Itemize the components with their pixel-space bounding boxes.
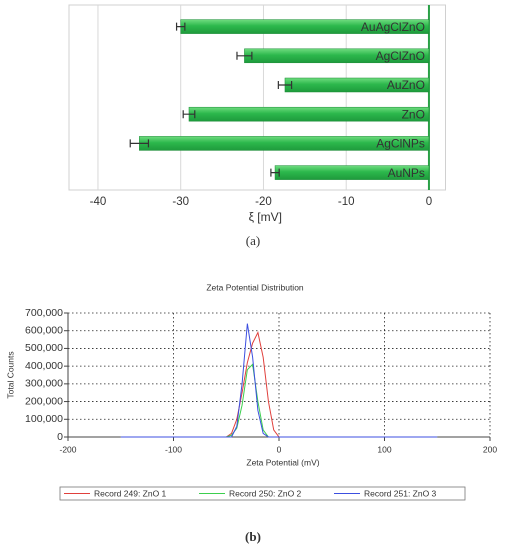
x-tick-label: 100 xyxy=(377,444,391,454)
x-tick-label: -200 xyxy=(59,444,76,454)
y-tick-label: 700,000 xyxy=(25,307,63,319)
chart-title: Zeta Potential Distribution xyxy=(206,282,304,292)
error-bar xyxy=(182,110,196,119)
bar-label: AuZnO xyxy=(387,78,425,92)
bar xyxy=(188,106,430,122)
error-bar xyxy=(175,22,186,31)
y-tick-label: 500,000 xyxy=(25,342,63,354)
legend-label: Record 249: ZnO 1 xyxy=(94,488,167,498)
error-bar xyxy=(277,81,293,89)
y-tick-label: 400,000 xyxy=(25,360,63,372)
bar-label: ZnO xyxy=(402,107,425,121)
x-tick-label: -30 xyxy=(172,196,189,208)
x-axis-label: Zeta Potential (mV) xyxy=(246,457,319,467)
x-tick-label: 0 xyxy=(426,196,432,208)
bar-label: AgClNPs xyxy=(376,137,425,151)
plot-frame xyxy=(68,4,446,191)
legend-label: Record 250: ZnO 2 xyxy=(229,488,302,498)
series-line xyxy=(120,323,438,438)
error-bar xyxy=(129,139,150,148)
y-tick-label: 200,000 xyxy=(25,395,63,407)
bar-label: AgClZnO xyxy=(376,49,425,63)
x-tick-label: -20 xyxy=(255,196,272,208)
x-tick-label: -40 xyxy=(90,196,107,208)
x-tick-label: -10 xyxy=(338,196,355,208)
legend-label: Record 251: ZnO 3 xyxy=(364,488,437,498)
x-tick-label: 0 xyxy=(277,444,282,454)
caption: (b) xyxy=(245,529,261,544)
legend-box xyxy=(59,486,466,501)
error-bar xyxy=(270,168,280,177)
y-axis-label: Total Counts xyxy=(5,351,15,398)
y-tick-label: 100,000 xyxy=(25,413,63,425)
y-tick-label: 0 xyxy=(57,431,63,443)
error-bar xyxy=(236,51,253,60)
y-tick-label: 300,000 xyxy=(25,378,63,390)
bar-label: AuNPs xyxy=(388,166,425,180)
caption: (a) xyxy=(246,233,260,248)
bar-label: AuAgClZnO xyxy=(361,20,425,34)
y-tick-label: 600,000 xyxy=(25,324,63,336)
x-tick-label: -100 xyxy=(165,444,182,454)
x-axis-label: ξ [mV] xyxy=(249,210,282,224)
x-tick-label: 200 xyxy=(483,444,497,454)
